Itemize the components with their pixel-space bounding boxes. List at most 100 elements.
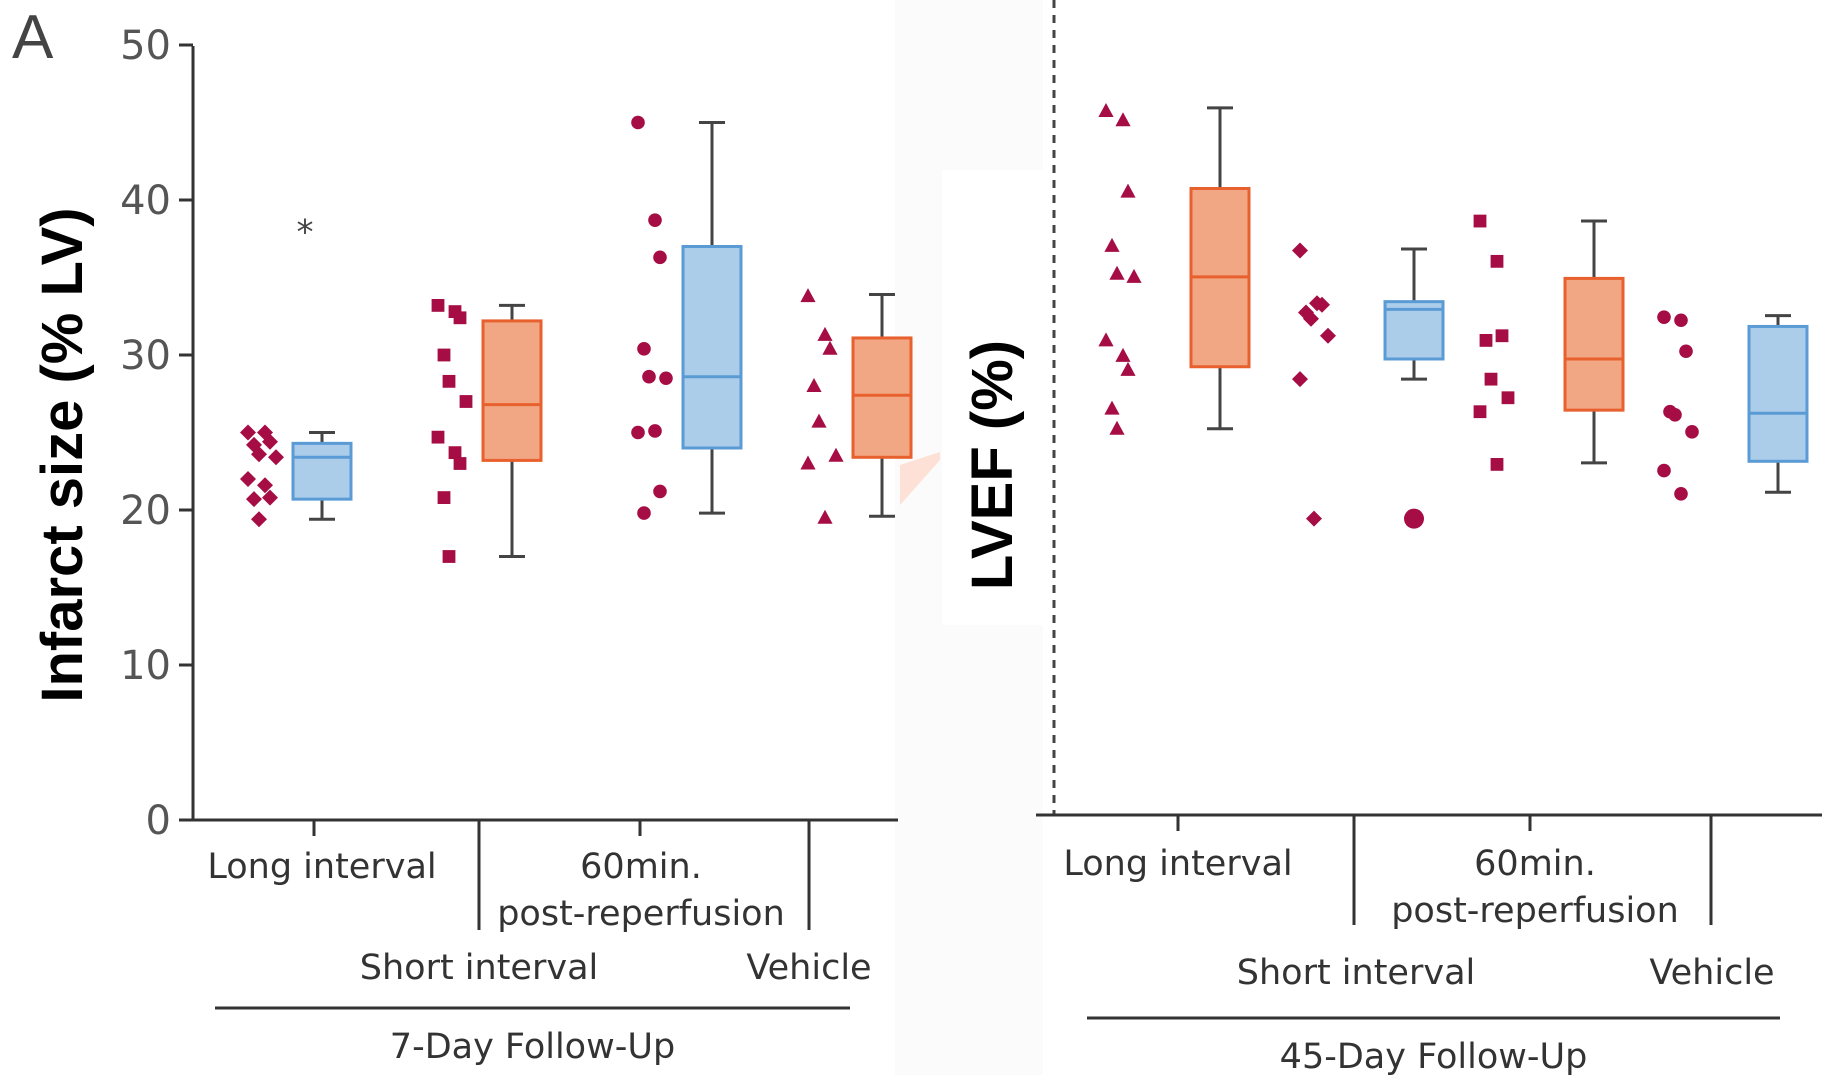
right-60min-post-reperfusion-data-point — [1473, 405, 1487, 419]
right-60min-post-reperfusion-box — [1563, 276, 1625, 412]
ylabel-backdrop — [942, 170, 1052, 625]
left-short-interval-data-point — [431, 299, 445, 312]
left-vehicle-data-point — [817, 509, 833, 524]
right-long-interval-data-point — [1109, 265, 1125, 280]
right-long-interval-data-point — [1104, 400, 1120, 415]
left-y-axis-label: Infarct size (% LV) — [30, 207, 95, 702]
right-60min-post-reperfusion-data-point — [1501, 391, 1515, 405]
right-60min-post-reperfusion-data-point — [1495, 329, 1509, 343]
right-long-interval-data-point — [1115, 347, 1131, 362]
right-y-axis-label: LVEF (%) — [960, 340, 1025, 590]
left-60min-post-reperfusion-data-point — [653, 484, 667, 499]
left-long-interval-group — [240, 424, 353, 528]
left-significance-marker: * — [297, 212, 314, 252]
left-vehicle-data-point — [800, 455, 816, 470]
right-long-interval-data-point — [1115, 112, 1131, 127]
left-short-interval-data-point — [431, 430, 445, 444]
right-60min-post-reperfusion-data-point — [1490, 458, 1504, 471]
right-long-interval-data-point — [1120, 361, 1136, 376]
right-category-label-long-interval: Long interval — [1063, 844, 1292, 884]
right-60min-post-reperfusion-data-point — [1484, 372, 1498, 386]
right-short-interval-data-point — [1292, 371, 1308, 388]
left-y-tick-label: 10 — [120, 643, 171, 689]
right-vehicle-data-point — [1674, 487, 1688, 501]
left-vehicle-data-point — [806, 378, 822, 392]
left-long-interval-data-point — [240, 424, 256, 441]
panel-break-mark — [900, 452, 940, 505]
left-short-interval-box — [481, 319, 543, 462]
left-short-interval-data-point — [448, 446, 462, 460]
right-short-interval-data-point — [1306, 510, 1322, 527]
left-long-interval-data-point — [262, 433, 278, 450]
right-60min-post-reperfusion-group — [1473, 214, 1625, 471]
left-60min-post-reperfusion-data-point — [631, 425, 645, 440]
right-long-interval-data-point — [1120, 183, 1136, 198]
right-long-interval-group — [1098, 103, 1251, 435]
left-long-interval-data-point — [240, 471, 256, 487]
right-short-interval-data-point — [1303, 310, 1319, 327]
left-short-interval-data-point — [453, 311, 467, 325]
left-category-label-vehicle: Vehicle — [746, 948, 871, 988]
left-short-interval-data-point — [437, 348, 451, 362]
right-category-label-vehicle: Vehicle — [1649, 953, 1774, 993]
left-category-label-long-interval: Long interval — [207, 847, 436, 887]
right-short-interval-data-point — [1292, 242, 1308, 259]
right-short-interval-group — [1292, 242, 1445, 529]
left-vehicle-data-point — [811, 413, 827, 428]
left-long-interval-box — [291, 441, 353, 501]
left-y-tick-label: 20 — [120, 488, 171, 534]
left-y-tick-label: 50 — [120, 23, 171, 69]
right-60min-post-reperfusion-data-point — [1473, 214, 1487, 228]
right-60min-post-reperfusion-data-point — [1490, 254, 1504, 268]
right-long-interval-data-point — [1126, 268, 1142, 283]
right-long-interval-data-point — [1104, 237, 1120, 252]
left-category-label-60min-post-reperfusion: 60min. — [580, 847, 702, 887]
left-60min-post-reperfusion-data-point — [653, 250, 667, 265]
right-short-interval-outlier-point — [1404, 508, 1424, 529]
left-short-interval-data-point — [453, 457, 467, 470]
right-vehicle-data-point — [1674, 313, 1688, 328]
right-group-label: 45-Day Follow-Up — [1280, 1037, 1588, 1075]
left-y-tick-label: 30 — [120, 333, 171, 379]
left-short-interval-data-point — [442, 550, 456, 563]
right-chart-panel: LVEF (%) Long interval Short interval 60min… — [960, 103, 1822, 1075]
right-short-interval-box — [1383, 300, 1445, 361]
left-vehicle-group — [800, 288, 913, 524]
left-60min-post-reperfusion-data-point — [642, 369, 656, 384]
left-category-label-60min-post-reperfusion: post-reperfusion — [497, 894, 785, 934]
right-vehicle-data-point — [1657, 463, 1671, 478]
right-long-interval-data-point — [1098, 332, 1114, 347]
right-vehicle-box — [1747, 324, 1809, 463]
left-60min-post-reperfusion-data-point — [637, 506, 651, 520]
left-vehicle-data-point — [800, 288, 816, 303]
right-category-label-short-interval: Short interval — [1237, 953, 1476, 993]
left-vehicle-box — [851, 336, 913, 459]
left-short-interval-data-point — [437, 491, 451, 504]
right-vehicle-group — [1657, 310, 1809, 501]
left-60min-post-reperfusion-data-point — [648, 213, 662, 227]
right-short-interval-data-point — [1314, 296, 1330, 313]
left-long-interval-data-point — [262, 489, 278, 506]
left-60min-post-reperfusion-data-point — [648, 424, 662, 438]
left-short-interval-group — [431, 299, 543, 563]
right-vehicle-data-point — [1657, 310, 1671, 324]
left-short-interval-data-point — [459, 395, 473, 408]
right-vehicle-data-point — [1685, 425, 1699, 439]
right-vehicle-data-point — [1679, 344, 1693, 359]
left-category-label-short-interval: Short interval — [360, 948, 599, 988]
right-vehicle-data-point — [1668, 408, 1682, 422]
right-60min-post-reperfusion-data-point — [1479, 334, 1493, 347]
left-long-interval-data-point — [268, 449, 284, 466]
left-60min-post-reperfusion-data-point — [659, 371, 673, 386]
left-long-interval-data-point — [251, 446, 267, 463]
left-group-label: 7-Day Follow-Up — [390, 1027, 675, 1067]
left-60min-post-reperfusion-data-point — [631, 115, 645, 130]
left-long-interval-data-point — [246, 491, 262, 508]
decoration-layer — [895, 0, 1056, 1075]
left-60min-post-reperfusion-group — [631, 115, 743, 520]
left-long-interval-data-point — [251, 511, 267, 528]
left-long-interval-data-point — [257, 477, 273, 494]
left-vehicle-data-point — [817, 326, 833, 341]
left-60min-post-reperfusion-data-point — [637, 342, 651, 356]
